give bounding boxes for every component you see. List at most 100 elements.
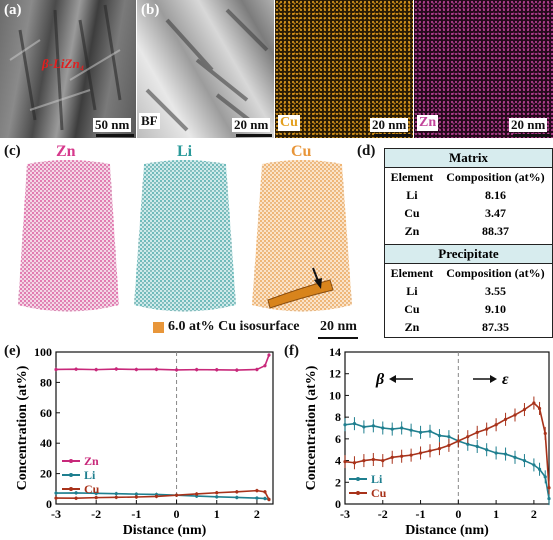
data-point	[537, 406, 542, 411]
data-point	[466, 435, 470, 439]
y-tick-label: 10	[329, 388, 341, 402]
data-point	[485, 448, 489, 452]
panel-b-label: (b)	[141, 2, 160, 18]
series-line-li	[344, 422, 550, 499]
matrix-cell: 8.16	[484, 187, 506, 202]
data-point	[409, 453, 413, 457]
data-point	[54, 491, 58, 495]
apt-reconstructions	[18, 160, 352, 312]
scale-bar-b	[236, 134, 272, 137]
panel-f-label: (f)	[284, 343, 299, 359]
data-point	[54, 367, 58, 372]
data-point	[418, 430, 423, 434]
panel-c-label: (c)	[4, 143, 21, 159]
data-point	[371, 424, 375, 428]
legend-label-cu: Cu	[84, 482, 100, 496]
legend-marker	[356, 491, 360, 495]
legend-marker	[69, 459, 73, 463]
data-point	[513, 455, 517, 459]
data-point	[390, 455, 394, 459]
data-point	[114, 492, 118, 496]
data-point	[74, 367, 78, 371]
tem-image-a	[0, 0, 136, 138]
data-point	[263, 364, 267, 368]
legend-label-li: Li	[84, 468, 96, 482]
precipitate-title: Precipitate	[385, 244, 552, 264]
legend-marker	[69, 473, 73, 477]
x-tick-label: -3	[340, 507, 350, 521]
data-point	[94, 491, 98, 495]
data-point	[255, 367, 259, 372]
matrix-cell: Li	[406, 187, 418, 202]
phase-label: β-LiZn₄	[42, 56, 85, 71]
apt-zn-volume	[18, 160, 119, 312]
data-point	[352, 422, 357, 426]
data-point	[114, 495, 118, 499]
data-point	[215, 368, 219, 372]
x-axis-label: Distance (nm)	[123, 523, 207, 538]
x-tick-label: 1	[214, 507, 220, 521]
y-axis-label: Concentration (at%)	[304, 365, 319, 490]
legend-marker	[356, 477, 360, 481]
panel-d-label: (d)	[357, 143, 376, 159]
data-point	[352, 461, 357, 465]
data-point	[456, 439, 460, 443]
data-point	[447, 435, 451, 439]
annotation-epsilon: ε	[502, 371, 509, 388]
apt-label-cu: Cu	[291, 143, 312, 160]
data-point	[447, 443, 451, 447]
data-point	[428, 449, 432, 453]
precipitate-cell: 3.55	[484, 283, 506, 298]
matrix-cell: 3.47	[484, 205, 506, 220]
y-tick-label: 20	[40, 467, 52, 481]
precipitate-cell: Cu	[404, 301, 420, 316]
data-point	[418, 451, 423, 455]
data-point	[263, 496, 267, 501]
data-point	[371, 457, 375, 462]
data-point	[94, 496, 98, 500]
annotation-beta: β	[375, 371, 385, 388]
data-point	[522, 458, 527, 463]
matrix-table: Element Composition (at%) Li 8.16 Cu 3.47 Z…	[385, 168, 552, 240]
data-point	[343, 423, 347, 427]
data-point	[215, 491, 219, 495]
apt-cu-volume	[252, 160, 352, 312]
y-tick-label: 14	[329, 345, 341, 359]
y-tick-label: 80	[40, 375, 52, 389]
scale-text-a: 50 nm	[93, 117, 132, 132]
data-point	[537, 467, 542, 471]
x-tick-label: 0	[174, 507, 180, 521]
data-point	[522, 407, 527, 412]
apt-label-li: Li	[177, 143, 193, 160]
data-point	[503, 417, 508, 421]
y-tick-label: 0	[46, 497, 52, 511]
data-point	[400, 426, 404, 430]
plot-frame	[55, 351, 274, 505]
y-tick-label: 100	[34, 345, 52, 359]
data-point	[174, 493, 179, 497]
legend-label-cu: Cu	[371, 486, 387, 500]
x-tick-label: 2	[254, 507, 260, 521]
data-point	[381, 458, 385, 463]
data-point	[343, 460, 347, 464]
x-tick-label: 2	[531, 507, 537, 521]
eds-zn-label: Zn	[417, 115, 439, 131]
matrix-cell: Cu	[404, 205, 420, 220]
y-tick-label: 12	[329, 367, 341, 381]
data-point	[263, 490, 267, 494]
precipitate-cell: Li	[406, 283, 418, 298]
data-point	[485, 427, 489, 431]
scale-text-cu: 20 nm	[370, 117, 409, 132]
y-tick-label: 60	[40, 406, 52, 420]
panel-e-label: (e)	[4, 343, 21, 359]
isosurface-swatch	[153, 322, 164, 333]
data-point	[494, 423, 498, 427]
data-point	[547, 486, 551, 490]
legend-marker	[69, 487, 73, 491]
arrow-right-head	[490, 375, 497, 383]
data-point	[114, 367, 118, 371]
x-tick-label: 1	[493, 507, 499, 521]
data-point	[195, 368, 199, 372]
data-point	[255, 496, 259, 500]
